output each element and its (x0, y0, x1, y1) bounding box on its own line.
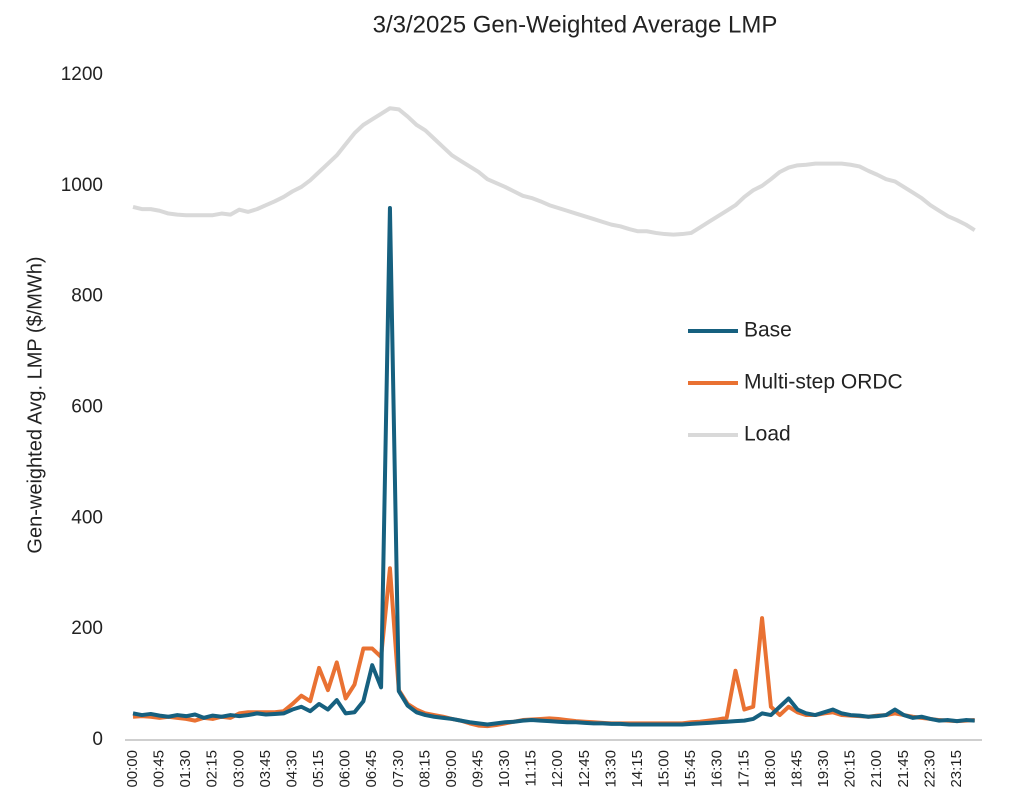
x-tick-label: 16:30 (709, 750, 726, 788)
x-tick-label: 08:15 (416, 750, 433, 788)
x-tick-label: 09:00 (443, 750, 460, 788)
x-tick-label: 10:30 (496, 750, 513, 788)
legend-label: Load (744, 423, 791, 446)
x-tick-label: 11:15 (523, 750, 540, 786)
legend-label: Base (744, 319, 792, 342)
x-tick-label: 03:00 (230, 750, 247, 788)
y-axis-label: Gen-weighted Avg. LMP ($/MWh) (24, 256, 46, 553)
y-tick-label: 800 (71, 286, 103, 307)
y-tick-label: 600 (71, 397, 103, 418)
y-tick-label: 0 (92, 729, 103, 750)
y-tick-label: 1200 (61, 64, 103, 85)
y-tick-label: 1000 (61, 175, 103, 196)
x-tick-label: 14:15 (629, 750, 646, 788)
x-tick-label: 00:45 (151, 750, 168, 788)
x-tick-label: 20:15 (842, 750, 859, 788)
x-tick-label: 06:45 (363, 750, 380, 788)
legend-label: Multi-step ORDC (744, 371, 903, 394)
x-tick-label: 02:15 (204, 750, 221, 788)
x-tick-label: 03:45 (257, 750, 274, 788)
x-tick-label: 15:00 (656, 750, 673, 788)
x-tick-label: 04:30 (283, 750, 300, 788)
series-line (132, 206, 975, 727)
x-tick-label: 09:45 (470, 750, 487, 788)
chart-title: 3/3/2025 Gen-Weighted Average LMP (373, 11, 778, 38)
x-tick-label: 12:00 (549, 750, 566, 788)
x-tick-label: 05:15 (310, 750, 327, 788)
x-tick-label: 15:45 (682, 750, 699, 788)
x-tick-label: 01:30 (177, 750, 194, 788)
x-tick-label: 19:30 (815, 750, 832, 788)
x-tick-label: 07:30 (390, 750, 407, 788)
x-tick-label: 17:15 (735, 750, 752, 788)
x-tick-label: 18:45 (788, 750, 805, 788)
x-tick-label: 21:45 (895, 750, 912, 788)
series-line (132, 106, 976, 237)
x-tick-label: 22:30 (921, 750, 938, 788)
x-tick-label: 06:00 (337, 750, 354, 788)
x-tick-label: 21:00 (868, 750, 885, 788)
x-tick-label: 12:45 (576, 750, 593, 788)
x-tick-label: 13:30 (602, 750, 619, 788)
x-tick-label: 18:00 (762, 750, 779, 788)
y-tick-label: 200 (71, 618, 103, 639)
x-tick-label: 00:00 (124, 750, 141, 788)
y-tick-label: 400 (71, 507, 103, 528)
x-tick-label: 23:15 (948, 750, 965, 788)
